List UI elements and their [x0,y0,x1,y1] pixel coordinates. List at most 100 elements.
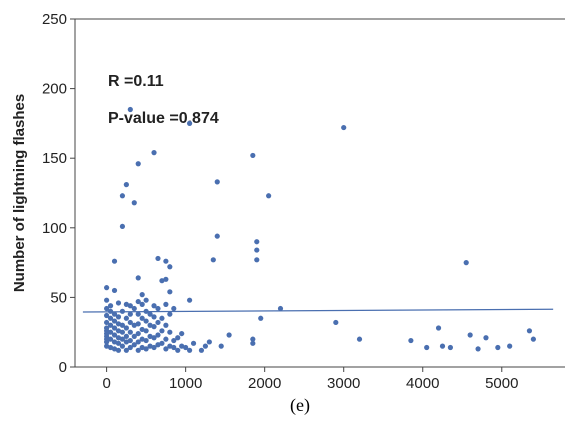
data-point [127,319,133,326]
data-point [115,347,122,353]
data-point [206,339,212,345]
y-tick-label: 200 [42,81,67,98]
data-point [135,339,141,345]
data-point [111,346,118,352]
data-point [151,324,157,330]
data-point [163,276,169,282]
data-point [163,301,169,307]
data-point [111,325,118,331]
data-point [123,301,129,307]
data-point [131,200,137,206]
data-point [439,343,446,349]
data-point [254,239,260,245]
data-point [147,333,153,339]
y-tick-label: 0 [59,359,67,376]
data-point [507,343,513,349]
x-tick-label: 3000 [327,375,360,392]
data-point [131,305,137,312]
y-tick-label: 100 [42,220,67,237]
data-point [139,326,145,333]
data-point [254,247,260,253]
data-point [171,305,177,312]
data-point [111,339,118,345]
data-point [143,297,149,303]
data-point [139,315,145,321]
data-point [198,347,205,353]
data-point [356,336,363,342]
data-point [151,150,157,156]
data-point [218,343,224,349]
data-point [127,106,133,113]
y-tick-label: 50 [50,289,67,306]
data-point [111,311,118,317]
data-point [435,325,442,331]
data-point [107,336,114,342]
data-points [104,106,536,353]
data-point [104,305,110,312]
data-point [111,318,118,324]
data-point [214,233,220,239]
data-point [107,315,114,321]
data-point [163,322,169,328]
data-point [250,340,256,346]
data-point [127,303,133,309]
data-point [111,258,118,264]
data-point [175,335,181,341]
data-point [139,344,145,351]
data-point [277,305,284,312]
data-point [107,322,114,328]
data-point [190,340,197,346]
data-point [475,346,481,352]
data-point [202,343,209,349]
data-point [163,346,169,352]
data-point [167,343,173,349]
figure-caption: (e) [290,395,310,416]
data-point [135,161,141,167]
data-point [167,264,173,270]
data-point [467,332,473,338]
data-point [163,258,169,264]
data-point [254,257,260,263]
data-point [123,325,129,331]
data-point [127,344,133,351]
data-point [483,335,489,341]
data-point [163,336,169,342]
data-point [226,332,232,338]
data-point [167,311,173,317]
data-point [171,337,177,344]
data-point [127,329,133,335]
y-tick-label: 250 [42,11,67,28]
data-point [107,329,114,335]
data-point [155,332,161,338]
data-point [183,344,189,351]
data-point [143,318,149,324]
data-point [139,292,145,298]
x-tick-label: 5000 [485,375,518,392]
data-point [123,315,129,321]
data-point [104,319,110,326]
data-point [107,303,114,309]
data-point [151,314,157,320]
data-point [333,319,339,326]
data-point [115,314,122,320]
data-point [147,311,153,317]
data-point [115,328,122,334]
x-tick-label: 0 [102,375,110,392]
data-point [167,329,173,335]
data-point [147,343,153,349]
data-point [104,312,110,319]
data-point [155,305,161,312]
data-point [408,337,414,344]
data-point [266,193,272,199]
data-point [424,344,430,351]
data-point [131,322,137,328]
data-point [250,336,256,342]
data-point [171,344,177,351]
y-tick-label: 150 [42,150,67,167]
data-point [143,337,149,344]
data-point [127,311,133,317]
data-point [119,336,126,342]
regression-line [82,308,554,313]
data-point [147,322,153,328]
